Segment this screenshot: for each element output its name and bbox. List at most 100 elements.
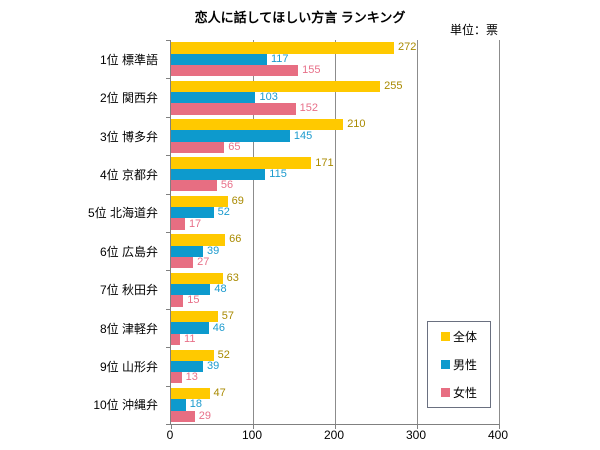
- category-label: 9位 山形弁: [99, 359, 158, 374]
- gridline: [499, 40, 500, 424]
- bar-女性: [171, 295, 184, 307]
- bar-rows: 272 117 155 255 103 152 210 145 65 171 115 56 69 52 17…: [171, 40, 499, 424]
- value-label: 39: [206, 359, 220, 372]
- category-label: 6位 広島弁: [99, 244, 158, 259]
- bar-line: 152: [171, 102, 499, 115]
- category-label: 4位 京都弁: [99, 167, 158, 182]
- category-tick: [166, 385, 171, 387]
- value-label: 69: [231, 195, 244, 208]
- bar-line: 15: [171, 294, 499, 307]
- bar-女性: [171, 333, 181, 345]
- value-label: 15: [187, 294, 200, 307]
- category-label: 5位 北海道弁: [87, 206, 158, 221]
- value-label: 145: [293, 129, 313, 142]
- bar-line: 69: [171, 195, 499, 208]
- legend-swatch: [441, 359, 450, 369]
- bar-女性: [171, 218, 185, 230]
- bar-男性: [171, 207, 214, 219]
- category-label: 3位 博多弁: [99, 129, 158, 144]
- category-tick: [166, 193, 171, 195]
- value-label: 117: [270, 52, 289, 65]
- bar-女性: [171, 372, 182, 384]
- category-tick: [166, 78, 171, 80]
- value-label: 13: [185, 371, 198, 384]
- bar-全体: [171, 234, 226, 246]
- category-tick: [166, 424, 171, 425]
- bar-group: 69 52 17: [171, 194, 499, 232]
- bar-line: 48: [171, 283, 499, 296]
- bar-line: 52: [171, 207, 499, 219]
- value-label: 255: [384, 79, 403, 92]
- value-label: 56: [220, 179, 234, 192]
- gridline: [417, 40, 418, 424]
- bar-line: 63: [171, 272, 499, 284]
- legend-item-女性: 女性: [441, 384, 490, 401]
- value-axis-label: 0: [166, 428, 174, 442]
- bar-line: 65: [171, 140, 499, 153]
- bar-男性: [171, 322, 209, 334]
- category-tick: [166, 308, 171, 310]
- bar-全体: [171, 80, 381, 92]
- value-tick: [417, 424, 418, 429]
- category-tick: [166, 270, 171, 272]
- category-tick: [166, 40, 171, 41]
- value-label: 27: [197, 256, 210, 269]
- bar-group: 255 103 152: [171, 78, 499, 116]
- value-axis-label: 300: [405, 428, 427, 442]
- bar-line: 17: [171, 218, 499, 230]
- bar-女性: [171, 256, 194, 269]
- value-label: 39: [206, 244, 220, 257]
- bar-女性: [171, 180, 217, 192]
- value-label: 65: [228, 140, 241, 153]
- bar-line: 11: [171, 332, 499, 345]
- value-label: 46: [212, 321, 225, 334]
- bar-line: 27: [171, 256, 499, 269]
- value-axis-label: 200: [323, 428, 345, 442]
- value-label: 152: [299, 102, 318, 115]
- bar-男性: [171, 245, 203, 257]
- category-label: 8位 津軽弁: [99, 321, 158, 336]
- value-label: 52: [217, 348, 230, 361]
- bar-男性: [171, 399, 186, 411]
- value-axis-ticks: [171, 40, 500, 429]
- bar-group: 57 46 11: [171, 309, 499, 347]
- chart-title: 恋人に話してほしい方言 ランキング: [194, 10, 406, 25]
- category-tick: [166, 347, 171, 349]
- bar-line: 39: [171, 359, 499, 373]
- category-label: 1位 標準語: [99, 52, 158, 67]
- value-label: 66: [229, 233, 242, 246]
- bar-group: 47 18 29: [171, 386, 499, 424]
- legend-swatch: [441, 331, 450, 341]
- bar-line: 47: [171, 388, 499, 400]
- value-label: 11: [184, 332, 196, 345]
- legend-label: 全体: [453, 329, 478, 344]
- category-label: 7位 秋田弁: [99, 283, 158, 298]
- value-label: 57: [221, 310, 234, 323]
- bar-line: 103: [171, 92, 499, 104]
- value-label: 48: [214, 283, 227, 296]
- value-tick: [335, 424, 336, 429]
- bar-全体: [171, 157, 312, 169]
- value-tick: [499, 424, 500, 429]
- category-axis-ticks: [166, 40, 499, 425]
- bar-全体: [171, 272, 223, 284]
- bar-group: 66 39 27: [171, 232, 499, 270]
- value-tick: [171, 424, 172, 429]
- bar-全体: [171, 42, 395, 54]
- bar-group: 272 117 155: [171, 40, 499, 78]
- category-label: 2位 関西弁: [99, 91, 158, 106]
- bar-line: 255: [171, 79, 499, 92]
- value-label: 171: [315, 156, 334, 169]
- bar-line: 210: [171, 119, 499, 131]
- bar-女性: [171, 64, 299, 77]
- bar-男性: [171, 283, 211, 296]
- bar-男性: [171, 360, 203, 373]
- legend-label: 女性: [453, 386, 478, 401]
- bar-line: 171: [171, 156, 499, 169]
- bar-line: 39: [171, 244, 499, 257]
- bar-全体: [171, 311, 218, 323]
- value-axis-label: 100: [241, 428, 263, 442]
- bar-line: 145: [171, 129, 499, 142]
- legend-item-全体: 全体: [441, 328, 490, 345]
- bar-group: 210 145 65: [171, 117, 499, 155]
